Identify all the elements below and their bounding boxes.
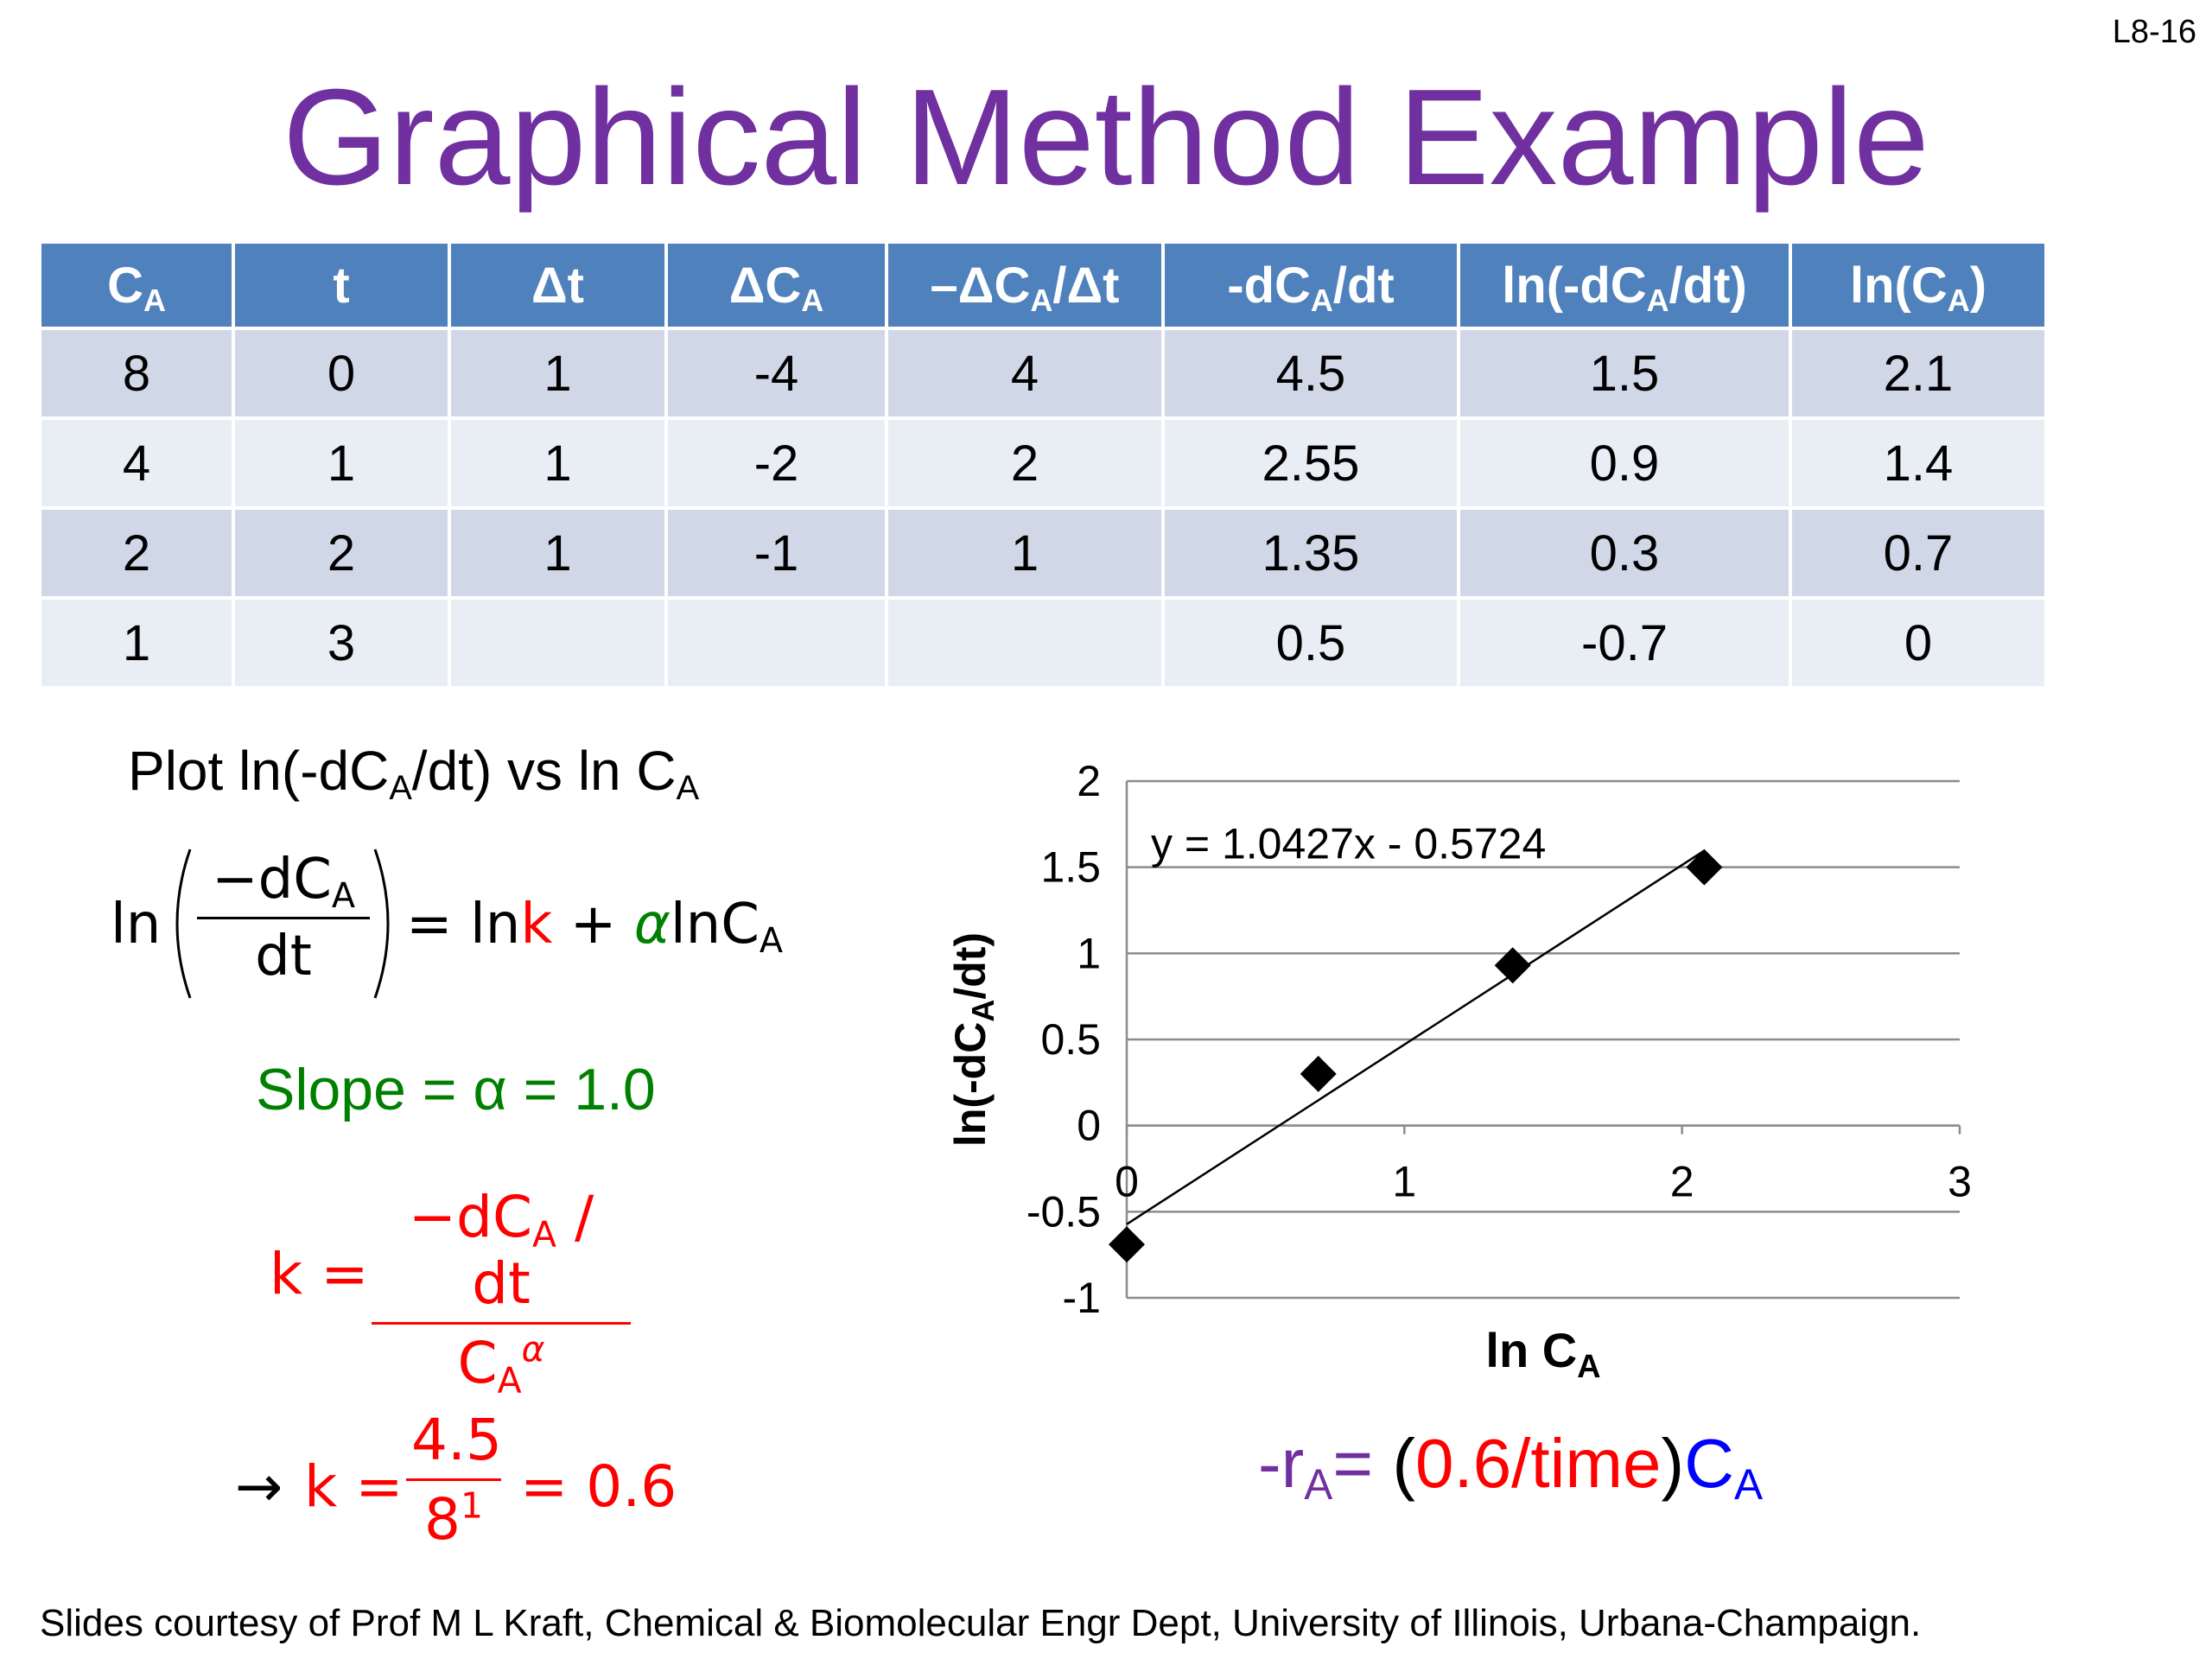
rate-law-log-equation: ln −dCA dt = lnk + αlnCA: [107, 842, 798, 1015]
header-t: t: [235, 244, 448, 327]
table-cell: -4: [668, 330, 885, 416]
x-tick-label: 2: [1670, 1158, 1694, 1206]
table-row: 8 0 1 -4 4 4.5 1.5 2.1: [41, 330, 2044, 416]
table-cell: 1.5: [1460, 330, 1789, 416]
data-points: [1109, 849, 1723, 1263]
k-numerator: −dCA / dt: [372, 1184, 631, 1325]
x-tick-label: 0: [1115, 1158, 1139, 1206]
table-row: 2 2 1 -1 1 1.35 0.3 0.7: [41, 510, 2044, 596]
data-point-marker: [1686, 849, 1723, 886]
derivative-numerator: −dCA: [197, 848, 370, 919]
table-cell: [668, 600, 885, 686]
k-value-rhs: = 0.6: [520, 1453, 677, 1520]
k-value-numerator: 4.5: [406, 1407, 502, 1481]
table-cell: -0.7: [1460, 600, 1789, 686]
left-paren: [175, 849, 192, 999]
plot-caption: Plot ln(-dCA/dt) vs ln CA: [128, 740, 700, 808]
table-row: 4 1 1 -2 2 2.55 0.9 1.4: [41, 420, 2044, 506]
y-axis-label: ln(-dCA/dt): [946, 932, 1001, 1147]
header-neg-dca-dt: -dCA/dt: [1165, 244, 1457, 327]
table-cell: 4: [888, 330, 1161, 416]
table-cell: 0.5: [1165, 600, 1457, 686]
y-tick-label: 1.5: [1040, 843, 1101, 892]
trendline-line: [1126, 849, 1706, 1225]
header-neg-delta-ca-over-delta-t: –ΔCA/Δt: [888, 244, 1161, 327]
equation-rhs: = lnk + αlnCA: [406, 893, 784, 962]
k-value-lhs: k =: [304, 1453, 404, 1520]
table-cell: [888, 600, 1161, 686]
table-cell: 1: [451, 330, 664, 416]
k-equation-lhs: k =: [270, 1241, 369, 1307]
table-cell: 8: [41, 330, 232, 416]
x-tick-label: 1: [1392, 1158, 1416, 1206]
y-tick-label: 0.5: [1040, 1015, 1101, 1064]
table-cell: 1: [888, 510, 1161, 596]
k-value-fraction: 4.5 81: [406, 1407, 502, 1553]
slope-statement: Slope = α = 1.0: [256, 1057, 656, 1122]
table-cell: 0: [235, 330, 448, 416]
arrow-icon: →: [235, 1453, 283, 1520]
y-tick-labels: -1 -0.5 0 0.5 1 1.5 2: [1027, 757, 1101, 1322]
x-axis-label: ln CA: [1485, 1323, 1600, 1385]
slide-title: Graphical Method Example: [283, 61, 1929, 213]
x-tick-labels: 0 1 2 3: [1115, 1158, 1972, 1206]
k-fraction: −dCA / dt CAα: [372, 1184, 631, 1402]
table-cell: -2: [668, 420, 885, 506]
table-cell: 4.5: [1165, 330, 1457, 416]
table-cell: 1.35: [1165, 510, 1457, 596]
table-body: 8 0 1 -4 4 4.5 1.5 2.1 4 1 1 -2 2 2.55 0.9 1.4 2 2 1 -1 1 1.3…: [41, 330, 2044, 686]
table-cell: 3: [235, 600, 448, 686]
table-cell: 4: [41, 420, 232, 506]
y-tick-label: 1: [1077, 929, 1101, 977]
header-ln-ca: ln(CA): [1792, 244, 2044, 327]
footer-credit: Slides courtesy of Prof M L Kraft, Chemi…: [40, 1602, 1922, 1644]
k-value-equation: → k = 4.5 81 = 0.6: [235, 1407, 719, 1580]
y-tick-label: 0: [1077, 1102, 1101, 1150]
table-cell: 1: [451, 510, 664, 596]
k-denominator: CAα: [457, 1328, 545, 1402]
k-value-denominator: 81: [423, 1484, 484, 1553]
table-cell: [451, 600, 664, 686]
table-row: 1 3 0.5 -0.7 0: [41, 600, 2044, 686]
header-delta-t: Δt: [451, 244, 664, 327]
table-cell: 2: [41, 510, 232, 596]
header-delta-ca: ΔCA: [668, 244, 885, 327]
data-point-marker: [1300, 1055, 1337, 1092]
derivative-denominator: dt: [255, 925, 312, 988]
right-paren: [373, 849, 390, 999]
table-cell: -1: [668, 510, 885, 596]
chart-axes: [1125, 781, 1961, 1298]
table-cell: 1: [41, 600, 232, 686]
x-tick-label: 3: [1948, 1158, 1972, 1206]
data-point-marker: [1109, 1226, 1145, 1263]
trendline: [1126, 849, 1706, 1225]
ln-label: ln: [111, 893, 162, 957]
header-ln-neg-dca-dt: ln(-dCA/dt): [1460, 244, 1789, 327]
k-equation: k = −dCA / dt CAα: [270, 1184, 684, 1398]
trendline-equation: y = 1.0427x - 0.5724: [1151, 820, 1546, 868]
header-ca: CA: [41, 244, 232, 327]
table-cell: 2: [235, 510, 448, 596]
table-cell: 1.4: [1792, 420, 2044, 506]
slide-number: L8-16: [2112, 14, 2196, 50]
y-tick-label: -1: [1063, 1274, 1101, 1322]
data-table: CA t Δt ΔCA –ΔCA/Δt -dCA/dt ln(-dCA/dt) …: [38, 240, 2048, 690]
table-cell: 2.55: [1165, 420, 1457, 506]
table-cell: 2: [888, 420, 1161, 506]
table-cell: 0: [1792, 600, 2044, 686]
table-cell: 1: [451, 420, 664, 506]
derivative-fraction: −dCA dt: [197, 848, 370, 988]
table-cell: 0.9: [1460, 420, 1789, 506]
table-cell: 2.1: [1792, 330, 2044, 416]
y-tick-label: -0.5: [1027, 1187, 1101, 1236]
data-point-marker: [1494, 947, 1531, 984]
table-cell: 0.3: [1460, 510, 1789, 596]
table-cell: 1: [235, 420, 448, 506]
scatter-chart: -1 -0.5 0 0.5 1 1.5 2 0 1 2 3 y = 1.0427x - 0.572…: [946, 757, 1972, 1385]
table-header-row: CA t Δt ΔCA –ΔCA/Δt -dCA/dt ln(-dCA/dt) …: [41, 244, 2044, 327]
y-tick-label: 2: [1077, 757, 1101, 805]
table-cell: 0.7: [1792, 510, 2044, 596]
rate-law-result: -rA= (0.6/time)CA: [1258, 1425, 1764, 1509]
